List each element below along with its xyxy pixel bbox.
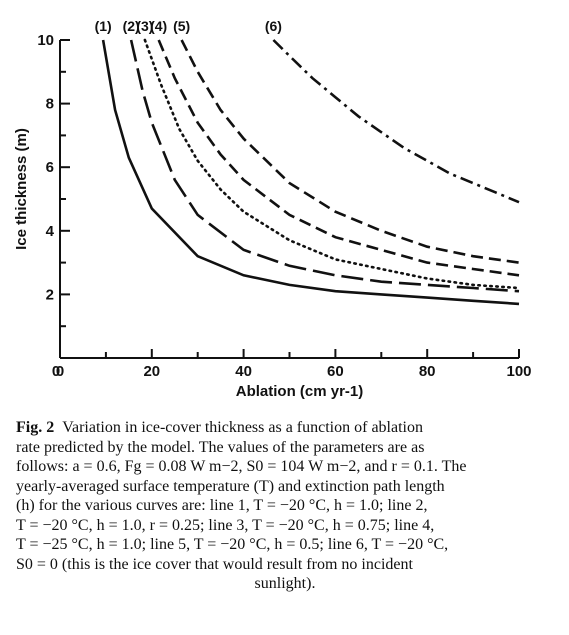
- series-line-2: [129, 39, 520, 293]
- caption-line-7: T = −25 °C, h = 1.0; line 5, T = −20 °C,…: [16, 536, 449, 553]
- x-tick-label: 20: [143, 363, 160, 380]
- series-line-6: [272, 39, 520, 204]
- axes: [59, 39, 520, 359]
- caption-line-1: Variation in ice-cover thickness as a fu…: [62, 419, 423, 436]
- figure-caption: Fig. 2 Variation in ice-cover thickness …: [16, 418, 554, 594]
- y-tick-label: 8: [46, 96, 54, 113]
- figure-label: Fig. 2: [16, 419, 55, 436]
- x-tick-label: 80: [419, 363, 436, 380]
- x-tick-label: 0: [56, 363, 64, 380]
- caption-line-8: S0 = 0 (this is the ice cover that would…: [16, 555, 413, 573]
- series-label-3: (3): [136, 18, 153, 34]
- y-tick-label: 6: [46, 159, 54, 176]
- series-line-4: [157, 39, 520, 277]
- series-label-6: (6): [265, 18, 282, 34]
- series-label-4: (4): [150, 18, 167, 34]
- x-axis-title: Ablation (cm yr-1): [236, 383, 364, 400]
- series-label-2: (2): [123, 18, 140, 34]
- series-label-5: (5): [173, 18, 190, 34]
- origin-tick-label: 0: [52, 363, 60, 380]
- caption-line-9: sunlight).: [254, 575, 316, 592]
- series-line-3: [143, 38, 521, 290]
- series-line-5: [180, 39, 520, 264]
- y-tick-label: 2: [46, 286, 54, 303]
- caption-line-2: rate predicted by the model. The values …: [16, 438, 425, 456]
- y-axis-title: Ice thickness (m): [13, 128, 30, 250]
- x-tick-label: 100: [506, 363, 531, 380]
- x-tick-label: 40: [235, 363, 252, 380]
- caption-line: Fig. 2 Variation in ice-cover thickness …: [16, 418, 554, 438]
- series-line-1: [101, 39, 520, 306]
- caption-line-5: (h) for the various curves are: line 1, …: [16, 497, 428, 514]
- x-tick-label: 60: [327, 363, 344, 380]
- y-tick-label: 10: [37, 32, 54, 49]
- caption-line-4: yearly-averaged surface temperature (T) …: [16, 477, 445, 495]
- caption-line-6: T = −20 °C, h = 1.0, r = 0.25; line 3, T…: [16, 516, 435, 534]
- series-label-1: (1): [95, 18, 112, 34]
- caption-line-3: follows: a = 0.6, Fg = 0.08 W m−2, S0 = …: [16, 458, 467, 475]
- series-layer: [101, 38, 521, 306]
- y-tick-label: 4: [46, 223, 55, 240]
